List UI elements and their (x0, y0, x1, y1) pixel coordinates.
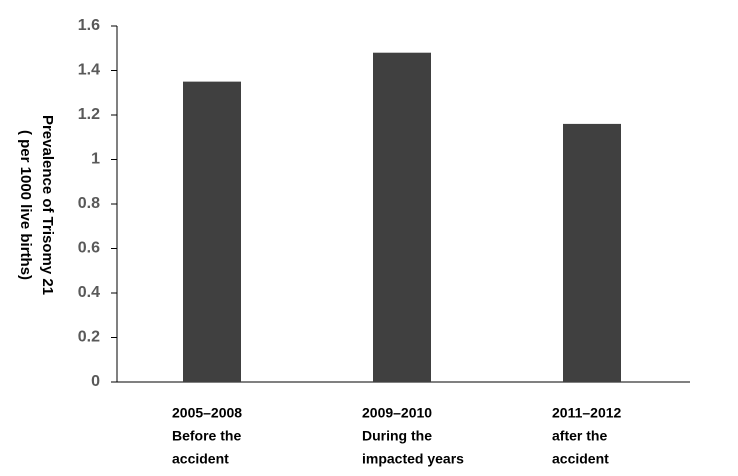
x-tick-label: Before the (172, 428, 241, 444)
bar (373, 52, 431, 382)
x-tick-label: impacted years (362, 451, 464, 467)
x-tick-label: after the (552, 428, 607, 444)
y-tick-label: 1 (91, 151, 100, 168)
y-tick-label: 0.8 (78, 195, 100, 212)
y-tick-label: 0.6 (78, 240, 100, 257)
bar (563, 123, 621, 383)
x-tick-label: accident (552, 451, 609, 467)
y-tick-label: 1.2 (78, 106, 100, 123)
x-tick-label: 2005–2008 (172, 405, 242, 421)
y-tick-label: 0.2 (78, 329, 100, 346)
y-tick-label: 1.4 (78, 62, 100, 79)
y-axis-label: ( per 1000 live births) (17, 130, 34, 280)
x-tick-label: 2011–2012 (552, 405, 622, 421)
y-tick-label: 0.4 (78, 284, 100, 301)
bar (183, 81, 241, 382)
y-tick-label: 0 (91, 373, 100, 390)
x-tick-label: During the (362, 428, 432, 444)
x-tick-label: 2009–2010 (362, 405, 432, 421)
x-tick-label: accident (172, 451, 229, 467)
y-tick-label: 1.6 (78, 17, 100, 34)
y-axis-label: Prevalence of Trisomy 21 (39, 115, 56, 295)
